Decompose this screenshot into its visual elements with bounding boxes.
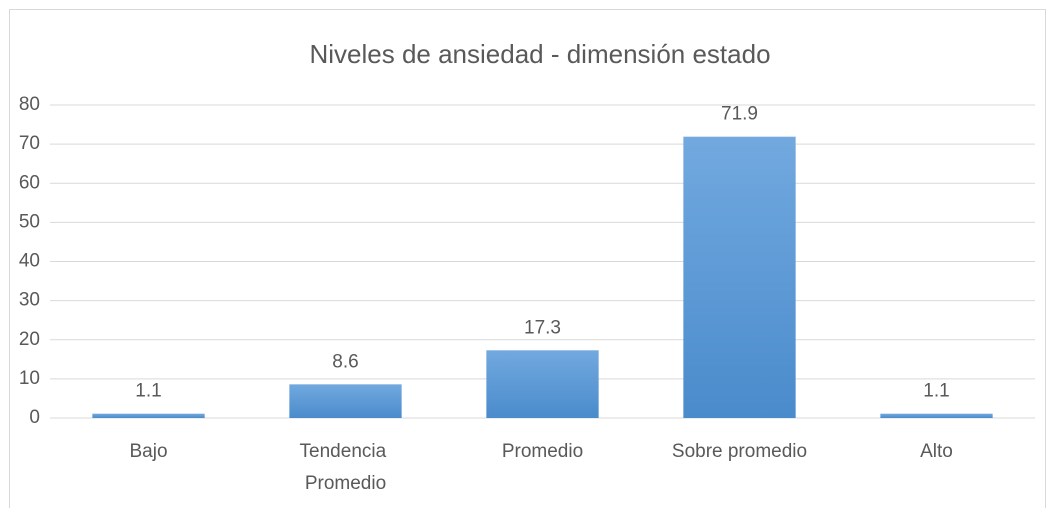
bar <box>880 413 993 418</box>
chart-frame <box>9 9 1046 510</box>
data-label: 1.1 <box>135 381 161 402</box>
x-tick-label: Sobre promedio <box>672 441 807 462</box>
chart-title: Niveles de ansiedad - dimensión estado <box>309 39 770 69</box>
y-tick-label: 70 <box>19 133 40 154</box>
bar <box>486 350 599 418</box>
bar <box>683 136 796 418</box>
bar <box>92 413 205 418</box>
y-tick-label: 30 <box>19 290 40 311</box>
data-label: 1.1 <box>923 381 949 402</box>
y-tick-label: 50 <box>19 211 40 232</box>
x-tick-label: Tendencia Promedio <box>300 441 392 494</box>
y-tick-label: 10 <box>19 368 40 389</box>
y-tick-label: 60 <box>19 172 40 193</box>
bar <box>289 384 402 418</box>
x-tick-label: Bajo <box>129 441 167 462</box>
data-label: 71.9 <box>721 104 758 125</box>
y-tick-label: 40 <box>19 251 40 272</box>
x-tick-label: Promedio <box>502 441 583 462</box>
y-tick-label: 0 <box>29 407 40 428</box>
data-label: 8.6 <box>332 351 358 372</box>
data-label: 17.3 <box>524 317 561 338</box>
y-tick-label: 80 <box>19 94 40 115</box>
y-tick-label: 20 <box>19 329 40 350</box>
x-tick-label: Alto <box>920 441 953 462</box>
